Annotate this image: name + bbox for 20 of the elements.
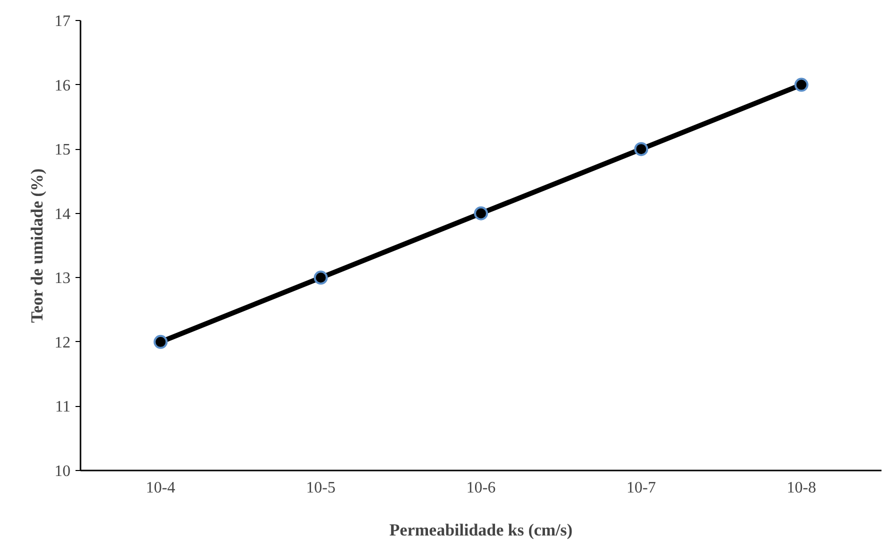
point bbox=[794, 78, 808, 92]
y-axis-title: Teor de umidade (%) bbox=[28, 168, 46, 323]
x-tick-label: 10-4 bbox=[146, 480, 176, 496]
point bbox=[634, 142, 648, 156]
x-tick-label: 10-7 bbox=[626, 480, 656, 496]
y-tick-label: 12 bbox=[54, 334, 70, 352]
x-tick-label: 10-8 bbox=[786, 480, 816, 496]
x-tick-label: 10-6 bbox=[466, 480, 496, 496]
y-tick-label: 17 bbox=[54, 13, 70, 30]
point bbox=[474, 206, 488, 220]
y-tick-label: 16 bbox=[54, 77, 70, 94]
x-tick-label: 10-5 bbox=[306, 480, 336, 496]
y-tick-label: 14 bbox=[54, 206, 70, 223]
point bbox=[154, 334, 168, 349]
point bbox=[314, 270, 328, 285]
y-tick-label: 10 bbox=[54, 463, 70, 480]
y-tick-label: 13 bbox=[54, 270, 70, 288]
x-axis-title: Permeabilidade ks (cm/s) bbox=[389, 520, 573, 540]
y-tick-label: 15 bbox=[54, 142, 70, 159]
y-tick-label: 11 bbox=[55, 398, 70, 416]
